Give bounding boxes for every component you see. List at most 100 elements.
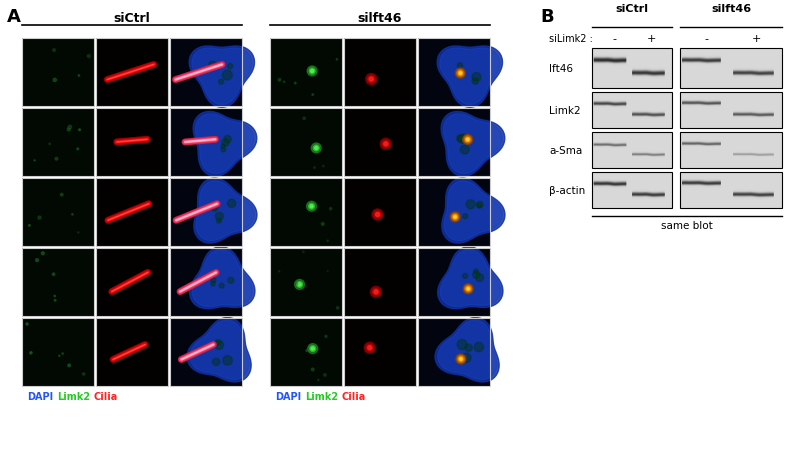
Text: Cilia: Cilia (94, 391, 118, 401)
Text: silft46: silft46 (358, 12, 402, 25)
Circle shape (34, 160, 36, 161)
Text: siLimk2 :: siLimk2 : (549, 34, 592, 44)
Bar (418, 248, 490, 317)
Polygon shape (192, 49, 252, 105)
Polygon shape (438, 247, 503, 309)
Circle shape (460, 358, 462, 360)
Circle shape (28, 225, 30, 227)
Bar (170, 178, 242, 247)
Bar (344, 318, 416, 386)
Circle shape (311, 347, 314, 350)
Bar (22, 109, 94, 177)
Circle shape (461, 353, 471, 363)
Circle shape (465, 138, 470, 142)
Bar (22, 248, 94, 317)
Bar (96, 318, 168, 386)
Bar (170, 39, 242, 107)
Circle shape (458, 135, 467, 144)
Circle shape (88, 55, 90, 59)
Bar (270, 318, 342, 386)
Circle shape (382, 141, 389, 148)
Circle shape (67, 129, 70, 132)
Circle shape (458, 72, 462, 76)
Polygon shape (438, 320, 497, 380)
Circle shape (222, 139, 229, 147)
Circle shape (306, 350, 308, 352)
Circle shape (219, 80, 224, 85)
Text: +: + (751, 34, 761, 44)
Circle shape (311, 144, 322, 154)
Circle shape (472, 73, 481, 82)
Bar (344, 109, 416, 177)
Circle shape (307, 202, 317, 212)
Bar (418, 318, 490, 386)
Bar (418, 178, 490, 247)
Bar (344, 39, 416, 107)
Bar (270, 178, 342, 247)
Bar (22, 109, 94, 177)
Bar (418, 178, 490, 247)
Circle shape (215, 340, 221, 346)
Circle shape (314, 147, 318, 150)
Circle shape (296, 282, 303, 288)
Bar (418, 178, 490, 247)
Bar (22, 178, 94, 247)
Bar (96, 39, 168, 107)
Bar (592, 93, 672, 129)
Text: -: - (704, 34, 708, 44)
Circle shape (216, 219, 221, 224)
Bar (270, 248, 342, 317)
Bar (344, 178, 416, 247)
Circle shape (54, 296, 55, 297)
Bar (418, 318, 490, 386)
Bar (96, 248, 168, 317)
Circle shape (374, 212, 381, 218)
Circle shape (466, 200, 475, 209)
Circle shape (53, 50, 55, 52)
Circle shape (82, 373, 85, 376)
Bar (344, 248, 416, 317)
Text: DAPI: DAPI (27, 391, 53, 401)
Circle shape (476, 274, 483, 282)
Bar (418, 248, 490, 317)
Bar (96, 318, 168, 386)
Bar (418, 318, 490, 386)
Bar (270, 178, 342, 247)
Circle shape (228, 278, 234, 284)
Bar (270, 318, 342, 386)
Bar (96, 39, 168, 107)
Circle shape (465, 137, 471, 144)
Bar (170, 109, 242, 177)
Bar (22, 39, 94, 107)
Circle shape (457, 340, 467, 350)
Circle shape (384, 143, 388, 147)
Text: same blot: same blot (661, 220, 713, 230)
Bar (680, 173, 782, 208)
Circle shape (215, 341, 224, 350)
Text: Limk2: Limk2 (549, 106, 581, 116)
Circle shape (375, 213, 380, 217)
Bar (344, 178, 416, 247)
Circle shape (221, 145, 225, 149)
Bar (96, 178, 168, 247)
Polygon shape (196, 181, 254, 241)
Circle shape (278, 79, 280, 82)
Circle shape (372, 289, 379, 296)
Circle shape (465, 344, 472, 352)
Polygon shape (437, 47, 502, 108)
Text: +: + (646, 34, 656, 44)
Circle shape (58, 356, 60, 357)
Circle shape (455, 69, 465, 79)
Circle shape (364, 343, 375, 354)
Circle shape (303, 251, 304, 253)
Bar (270, 39, 342, 107)
Bar (22, 248, 94, 317)
Circle shape (26, 323, 28, 326)
Circle shape (38, 217, 41, 220)
Bar (96, 39, 168, 107)
Polygon shape (190, 247, 255, 309)
Circle shape (223, 71, 232, 81)
Circle shape (454, 217, 456, 218)
Bar (344, 318, 416, 386)
Circle shape (457, 70, 464, 78)
